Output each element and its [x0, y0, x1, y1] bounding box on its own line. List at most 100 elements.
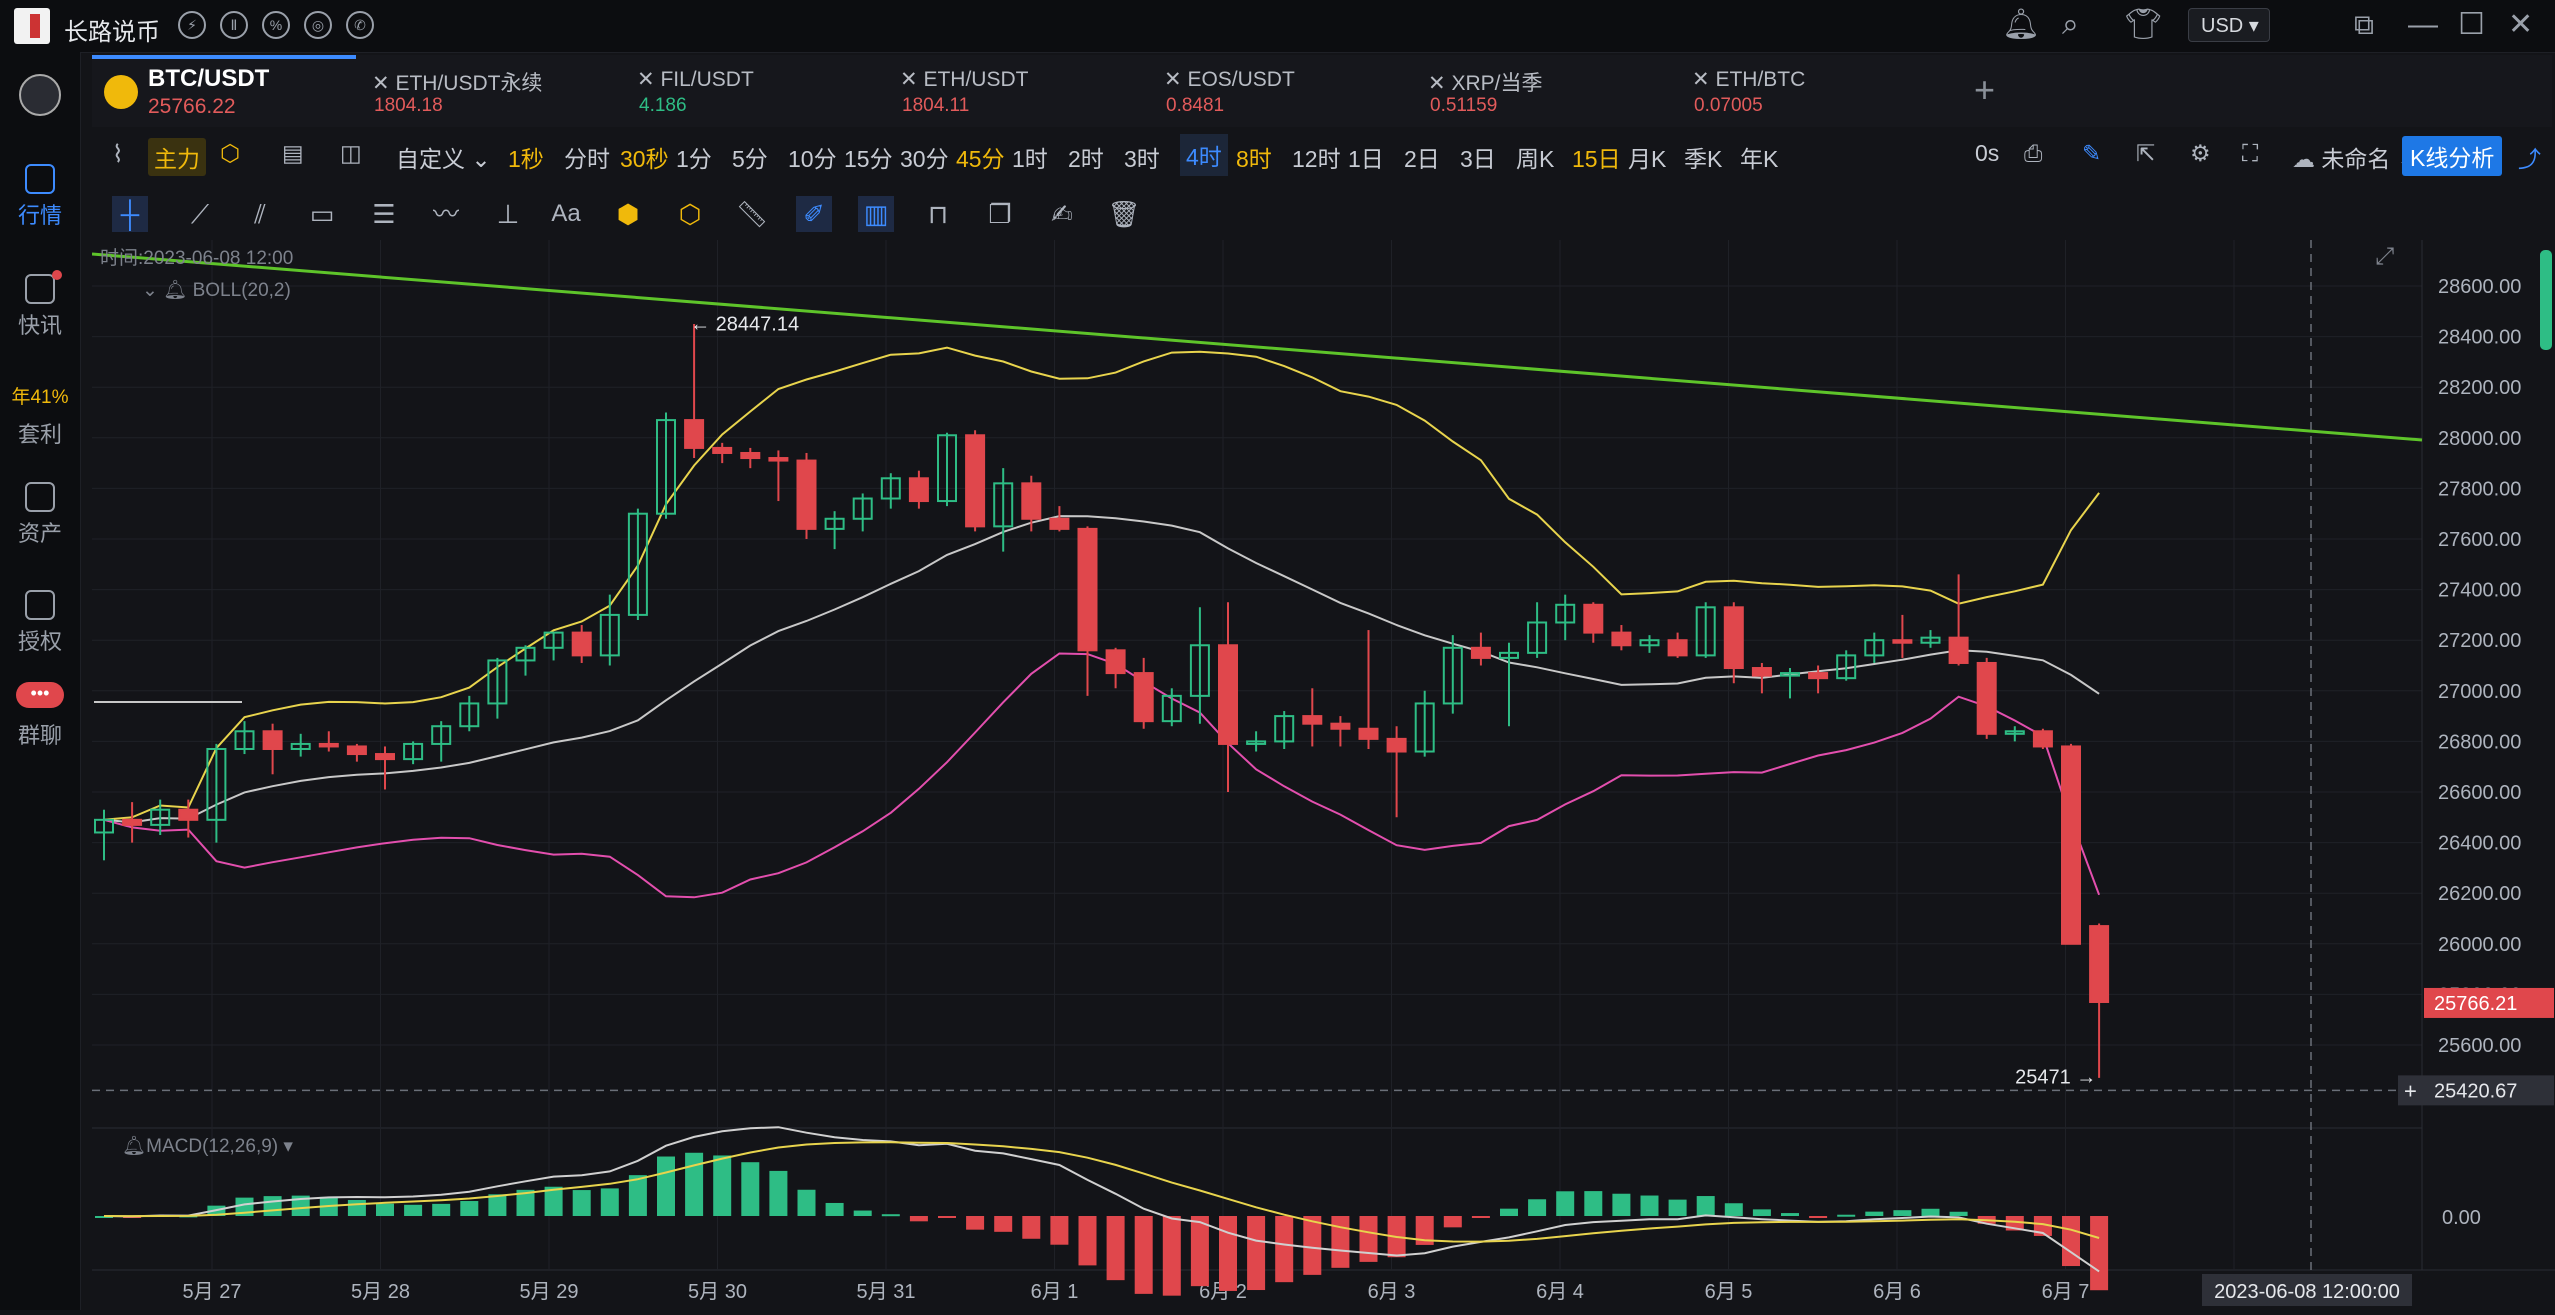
wave-tool-icon[interactable]: 〰	[432, 199, 459, 229]
macd-histogram-bar	[1134, 1216, 1153, 1294]
candle-tool-icon[interactable]: ▥	[858, 196, 894, 232]
timeframe-月K[interactable]: 月K	[1628, 146, 1667, 172]
magnet-icon[interactable]: ⬢	[616, 199, 640, 229]
timeframe-2时[interactable]: 2时	[1068, 146, 1104, 172]
tab-eos-usdt[interactable]: ✕ EOS/USDT 0.8481	[1164, 55, 1424, 127]
trash-icon[interactable]: 🗑︎	[1107, 199, 1141, 229]
pen-icon[interactable]: ✎	[2082, 140, 2102, 166]
text-tool[interactable]: Aa	[551, 200, 581, 227]
parallel-channel-icon[interactable]: ⫽	[254, 199, 266, 229]
timeframe-1时[interactable]: 1时	[1012, 146, 1048, 172]
sidebar-item-news[interactable]: 快讯	[0, 270, 80, 340]
trendline-tool-icon[interactable]: ⟋	[190, 199, 210, 229]
countdown-label: 0s	[1975, 140, 2000, 166]
tab-eth-usdt[interactable]: ✕ ETH/USDT 1804.11	[900, 55, 1160, 127]
shield-icon[interactable]: %	[262, 11, 290, 39]
macd-histogram-bar	[1865, 1211, 1884, 1216]
timeframe-季K[interactable]: 季K	[1684, 146, 1723, 172]
main-indicator-button[interactable]: 主力	[148, 138, 206, 176]
copy-icon[interactable]: ❐	[988, 199, 1012, 229]
sidebar-item-arbitrage[interactable]: 年41% 套利	[0, 382, 80, 449]
layout-icon[interactable]: ◫	[340, 140, 362, 166]
sidebar-item-market[interactable]: 行情	[0, 164, 80, 230]
news-icon	[25, 274, 55, 304]
lock-drawing-icon[interactable]: ⬡	[678, 199, 702, 229]
line-chart-icon[interactable]: ⌇	[112, 141, 124, 168]
tab-eth-btc[interactable]: ✕ ETH/BTC 0.07005	[1692, 55, 1952, 127]
price-tick-label: 27000.00	[2438, 681, 2521, 703]
fullscreen-icon[interactable]: ⛶	[2242, 140, 2259, 166]
chart-area[interactable]: 28600.00 28400.00 28200.00 28000.00 27800.00…	[91, 240, 2555, 1310]
timeframe-1日[interactable]: 1日	[1348, 146, 1384, 172]
pause-icon[interactable]: Ⅱ	[220, 11, 248, 39]
candlestick-chart[interactable]: 28600.00 28400.00 28200.00 28000.00 27800.00…	[91, 240, 2555, 1310]
candle-body	[262, 730, 283, 750]
tab-eth-usdt-perp[interactable]: ✕ ETH/USDT永续 1804.18	[372, 55, 632, 127]
kline-analysis-button[interactable]: K线分析	[2402, 136, 2503, 176]
candle-body	[515, 646, 536, 662]
timeframe-8时[interactable]: 8时	[1236, 146, 1272, 172]
timeframe-1分[interactable]: 1分	[676, 146, 712, 172]
pin-window-icon[interactable]: ⧉	[2354, 9, 2374, 40]
calendar-icon[interactable]: ▤	[282, 140, 304, 166]
layout-name-dropdown[interactable]: ☁ 未命名 ⌄	[2292, 140, 2416, 174]
bell-icon[interactable]: 🔔︎	[2002, 8, 2041, 41]
settings-gear-icon[interactable]: ⚙	[2190, 140, 2211, 166]
unlock-icon[interactable]: ⊓	[927, 199, 949, 229]
phone-icon[interactable]: ✆	[346, 11, 374, 39]
edit-list-icon[interactable]: ✍	[1051, 199, 1073, 229]
maximize-icon[interactable]: ☐	[2458, 8, 2485, 41]
share-icon[interactable]: ⤴	[2518, 146, 2541, 172]
compass-icon[interactable]: ◎	[304, 11, 332, 39]
timeframe-分时[interactable]: 分时	[564, 146, 610, 172]
popout-icon[interactable]: ⇱	[2136, 140, 2156, 166]
candle-body	[1667, 639, 1688, 657]
price-tick-label: 27200.00	[2438, 630, 2521, 652]
tab-price: 4.186	[639, 95, 687, 116]
candle-body	[993, 482, 1014, 528]
timeframe-30分[interactable]: 30分	[900, 146, 949, 172]
timeframe-4时[interactable]: 4时	[1180, 134, 1228, 176]
measure-tool-icon[interactable]: ⊥	[496, 199, 520, 229]
sidebar-logo[interactable]	[0, 74, 80, 120]
sidebar-item-chat[interactable]: ••• 群聊	[0, 682, 80, 750]
tab-btc-usdt[interactable]: BTC/USDT 25766.22	[104, 55, 364, 127]
crosshair-tool-icon[interactable]: ┼	[112, 196, 148, 232]
bolt-icon[interactable]: ⚡	[178, 11, 206, 39]
currency-select[interactable]: USD ▾	[2188, 8, 2270, 42]
sidebar-item-authorize[interactable]: 授权	[0, 590, 80, 656]
custom-timeframe-dropdown[interactable]: 自定义 ⌄	[396, 146, 491, 172]
boll-indicator-label[interactable]: ⌄ 🔔︎ BOLL(20,2)	[142, 280, 291, 301]
timeframe-1秒[interactable]: 1秒	[508, 146, 544, 172]
timeframe-15日[interactable]: 15日	[1572, 146, 1621, 172]
timeframe-周K[interactable]: 周K	[1516, 146, 1555, 172]
fib-lines-icon[interactable]: ☰	[372, 199, 396, 229]
timeframe-5分[interactable]: 5分	[732, 146, 768, 172]
timeframe-2日[interactable]: 2日	[1404, 146, 1440, 172]
timeframe-10分[interactable]: 10分	[788, 146, 837, 172]
close-icon[interactable]: ✕	[2508, 8, 2534, 41]
minimize-icon[interactable]: —	[2408, 8, 2438, 41]
sidebar-item-assets[interactable]: 资产	[0, 482, 80, 548]
search-icon[interactable]: ⌕	[2062, 8, 2079, 41]
tab-fil-usdt[interactable]: ✕ FIL/USDT 4.186	[637, 55, 897, 127]
macd-histogram-bar	[1022, 1216, 1041, 1239]
timeframe-45分[interactable]: 45分	[956, 146, 1005, 172]
camera-icon[interactable]: ⎙	[2024, 140, 2043, 166]
shirt-icon[interactable]: 👕︎	[2124, 8, 2163, 41]
rectangle-tool-icon[interactable]: ▭	[309, 199, 335, 229]
add-tab-icon[interactable]: +	[1974, 69, 1996, 110]
candle-body	[1780, 672, 1800, 677]
draw-mode-icon[interactable]: ✐	[796, 196, 832, 232]
timeframe-12时[interactable]: 12时	[1292, 146, 1341, 172]
timeframe-3日[interactable]: 3日	[1460, 146, 1496, 172]
macd-indicator-label[interactable]: 🔔︎MACD(12,26,9) ▾	[122, 1136, 293, 1157]
timeframe-15分[interactable]: 15分	[844, 146, 893, 172]
timeframe-30秒[interactable]: 30秒	[620, 146, 669, 172]
bolt-indicator-icon[interactable]: ⬡	[220, 140, 241, 166]
tab-xrp-quarter[interactable]: ✕ XRP/当季 0.51159	[1428, 55, 1688, 127]
timeframe-年K[interactable]: 年K	[1740, 146, 1779, 172]
ruler-icon[interactable]: 📏︎	[735, 199, 769, 229]
expand-chart-icon[interactable]: ⤢	[2375, 243, 2394, 270]
timeframe-3时[interactable]: 3时	[1124, 146, 1160, 172]
